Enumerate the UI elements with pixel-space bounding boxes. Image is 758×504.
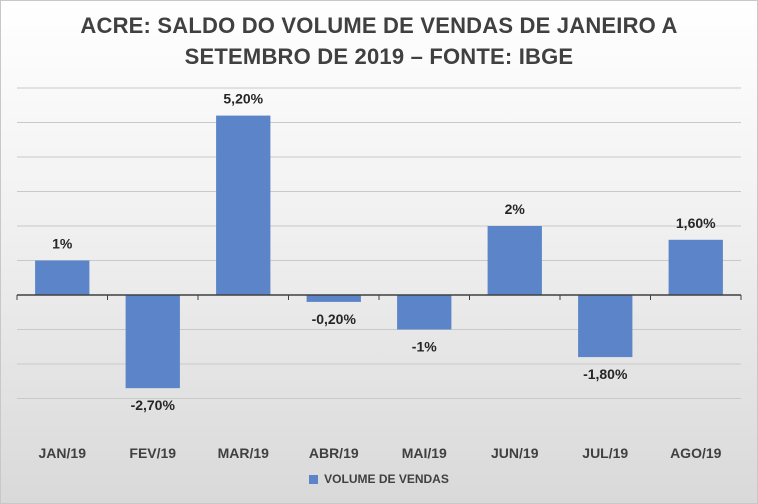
bar-mar-19 [216,115,271,295]
bar-jul-19 [578,295,633,358]
x-tick-label: JAN/19 [39,445,87,461]
x-axis-tick-labels: JAN/19 FEV/19 MAR/19 ABR/19 MAI/19 JUN/19 JUL/… [39,445,722,461]
chart-title-line-2: SETEMBRO DE 2019 – FONTE: IBGE [184,44,574,69]
data-label: 1% [52,236,73,252]
x-tick-label: FEV/19 [129,445,176,461]
x-tick-label: JUN/19 [491,445,539,461]
data-label: -2,70% [131,397,176,413]
data-label: -1,80% [583,366,628,382]
legend: VOLUME DE VENDAS [0,472,758,486]
data-labels: 1% -2,70% 5,20% -0,20% -1% 2% -1,80% 1,60% [52,91,716,414]
bar-jun-19 [487,226,542,295]
bars [35,115,723,389]
chart-title-line-1: ACRE: SALDO DO VOLUME DE VENDAS DE JANEI… [80,13,678,38]
data-label: 2% [505,201,526,217]
data-label: -0,20% [312,311,357,327]
data-label: 5,20% [223,91,263,107]
data-label: -1% [412,339,437,355]
legend-label: VOLUME DE VENDAS [324,472,449,486]
x-tick-label: JUL/19 [582,445,628,461]
bar-mai-19 [397,295,452,330]
x-tick-label: MAI/19 [402,445,447,461]
bar-ago-19 [668,239,723,295]
data-label: 1,60% [676,215,716,231]
x-tick-label: MAR/19 [218,445,270,461]
legend-swatch [309,475,319,484]
x-tick-label: AGO/19 [670,445,722,461]
x-tick-label: ABR/19 [309,445,359,461]
bar-jan-19 [35,260,90,295]
chart-title: ACRE: SALDO DO VOLUME DE VENDAS DE JANEI… [0,10,758,72]
bar-abr-19 [306,295,361,302]
bar-fev-19 [125,295,180,389]
